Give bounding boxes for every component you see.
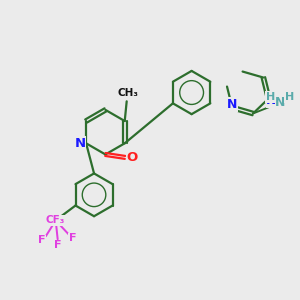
Text: CF₃: CF₃: [45, 215, 64, 225]
Text: O: O: [126, 151, 138, 164]
Text: H: H: [266, 92, 275, 102]
Text: CH₃: CH₃: [117, 88, 138, 98]
Text: H: H: [285, 92, 294, 102]
Text: N: N: [227, 98, 237, 111]
Text: F: F: [69, 233, 76, 243]
Text: N: N: [266, 94, 277, 107]
Text: F: F: [54, 240, 62, 250]
Text: N: N: [75, 137, 86, 150]
Text: F: F: [38, 235, 46, 245]
Text: N: N: [275, 96, 286, 110]
